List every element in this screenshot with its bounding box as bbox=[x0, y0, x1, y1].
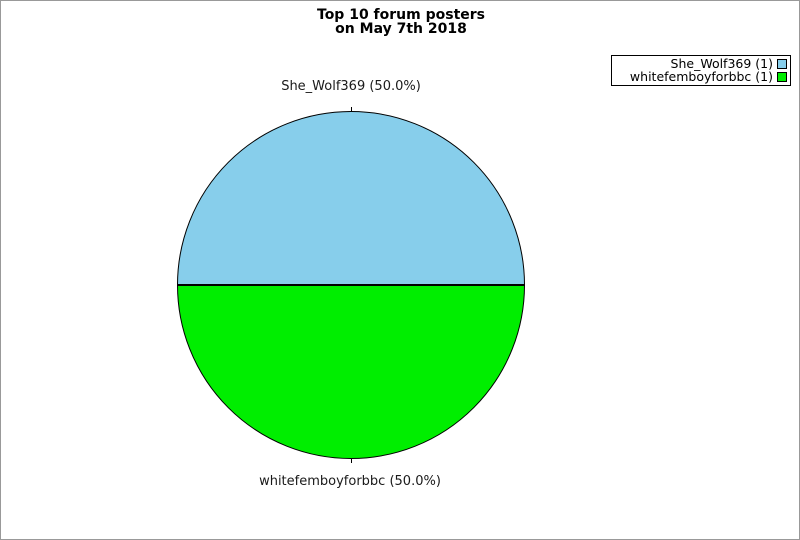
slice-label-she-wolf369: She_Wolf369 (50.0%) bbox=[281, 79, 421, 94]
legend-swatch-she-wolf369-icon bbox=[777, 59, 787, 69]
slice-label-whitefemboyforbbc: whitefemboyforbbc (50.0%) bbox=[259, 474, 441, 489]
legend-label-she-wolf369: She_Wolf369 (1) bbox=[670, 56, 773, 71]
top-leader-tick bbox=[351, 107, 352, 112]
legend-label-whitefemboyforbbc: whitefemboyforbbc (1) bbox=[629, 69, 773, 84]
chart-title-line-1: Top 10 forum posters bbox=[317, 7, 485, 23]
legend-row-whitefemboyforbbc: whitefemboyforbbc (1) bbox=[614, 69, 787, 84]
legend-row-she-wolf369: She_Wolf369 (1) bbox=[614, 56, 787, 71]
chart-title: Top 10 forum posters on May 7th 2018 bbox=[1, 7, 799, 37]
bottom-leader-tick bbox=[351, 458, 352, 463]
pie-chart bbox=[177, 111, 525, 459]
chart-title-line-2: on May 7th 2018 bbox=[335, 21, 467, 37]
legend-box: She_Wolf369 (1) whitefemboyforbbc (1) bbox=[611, 55, 791, 86]
legend-swatch-whitefemboyforbbc-icon bbox=[777, 72, 787, 82]
